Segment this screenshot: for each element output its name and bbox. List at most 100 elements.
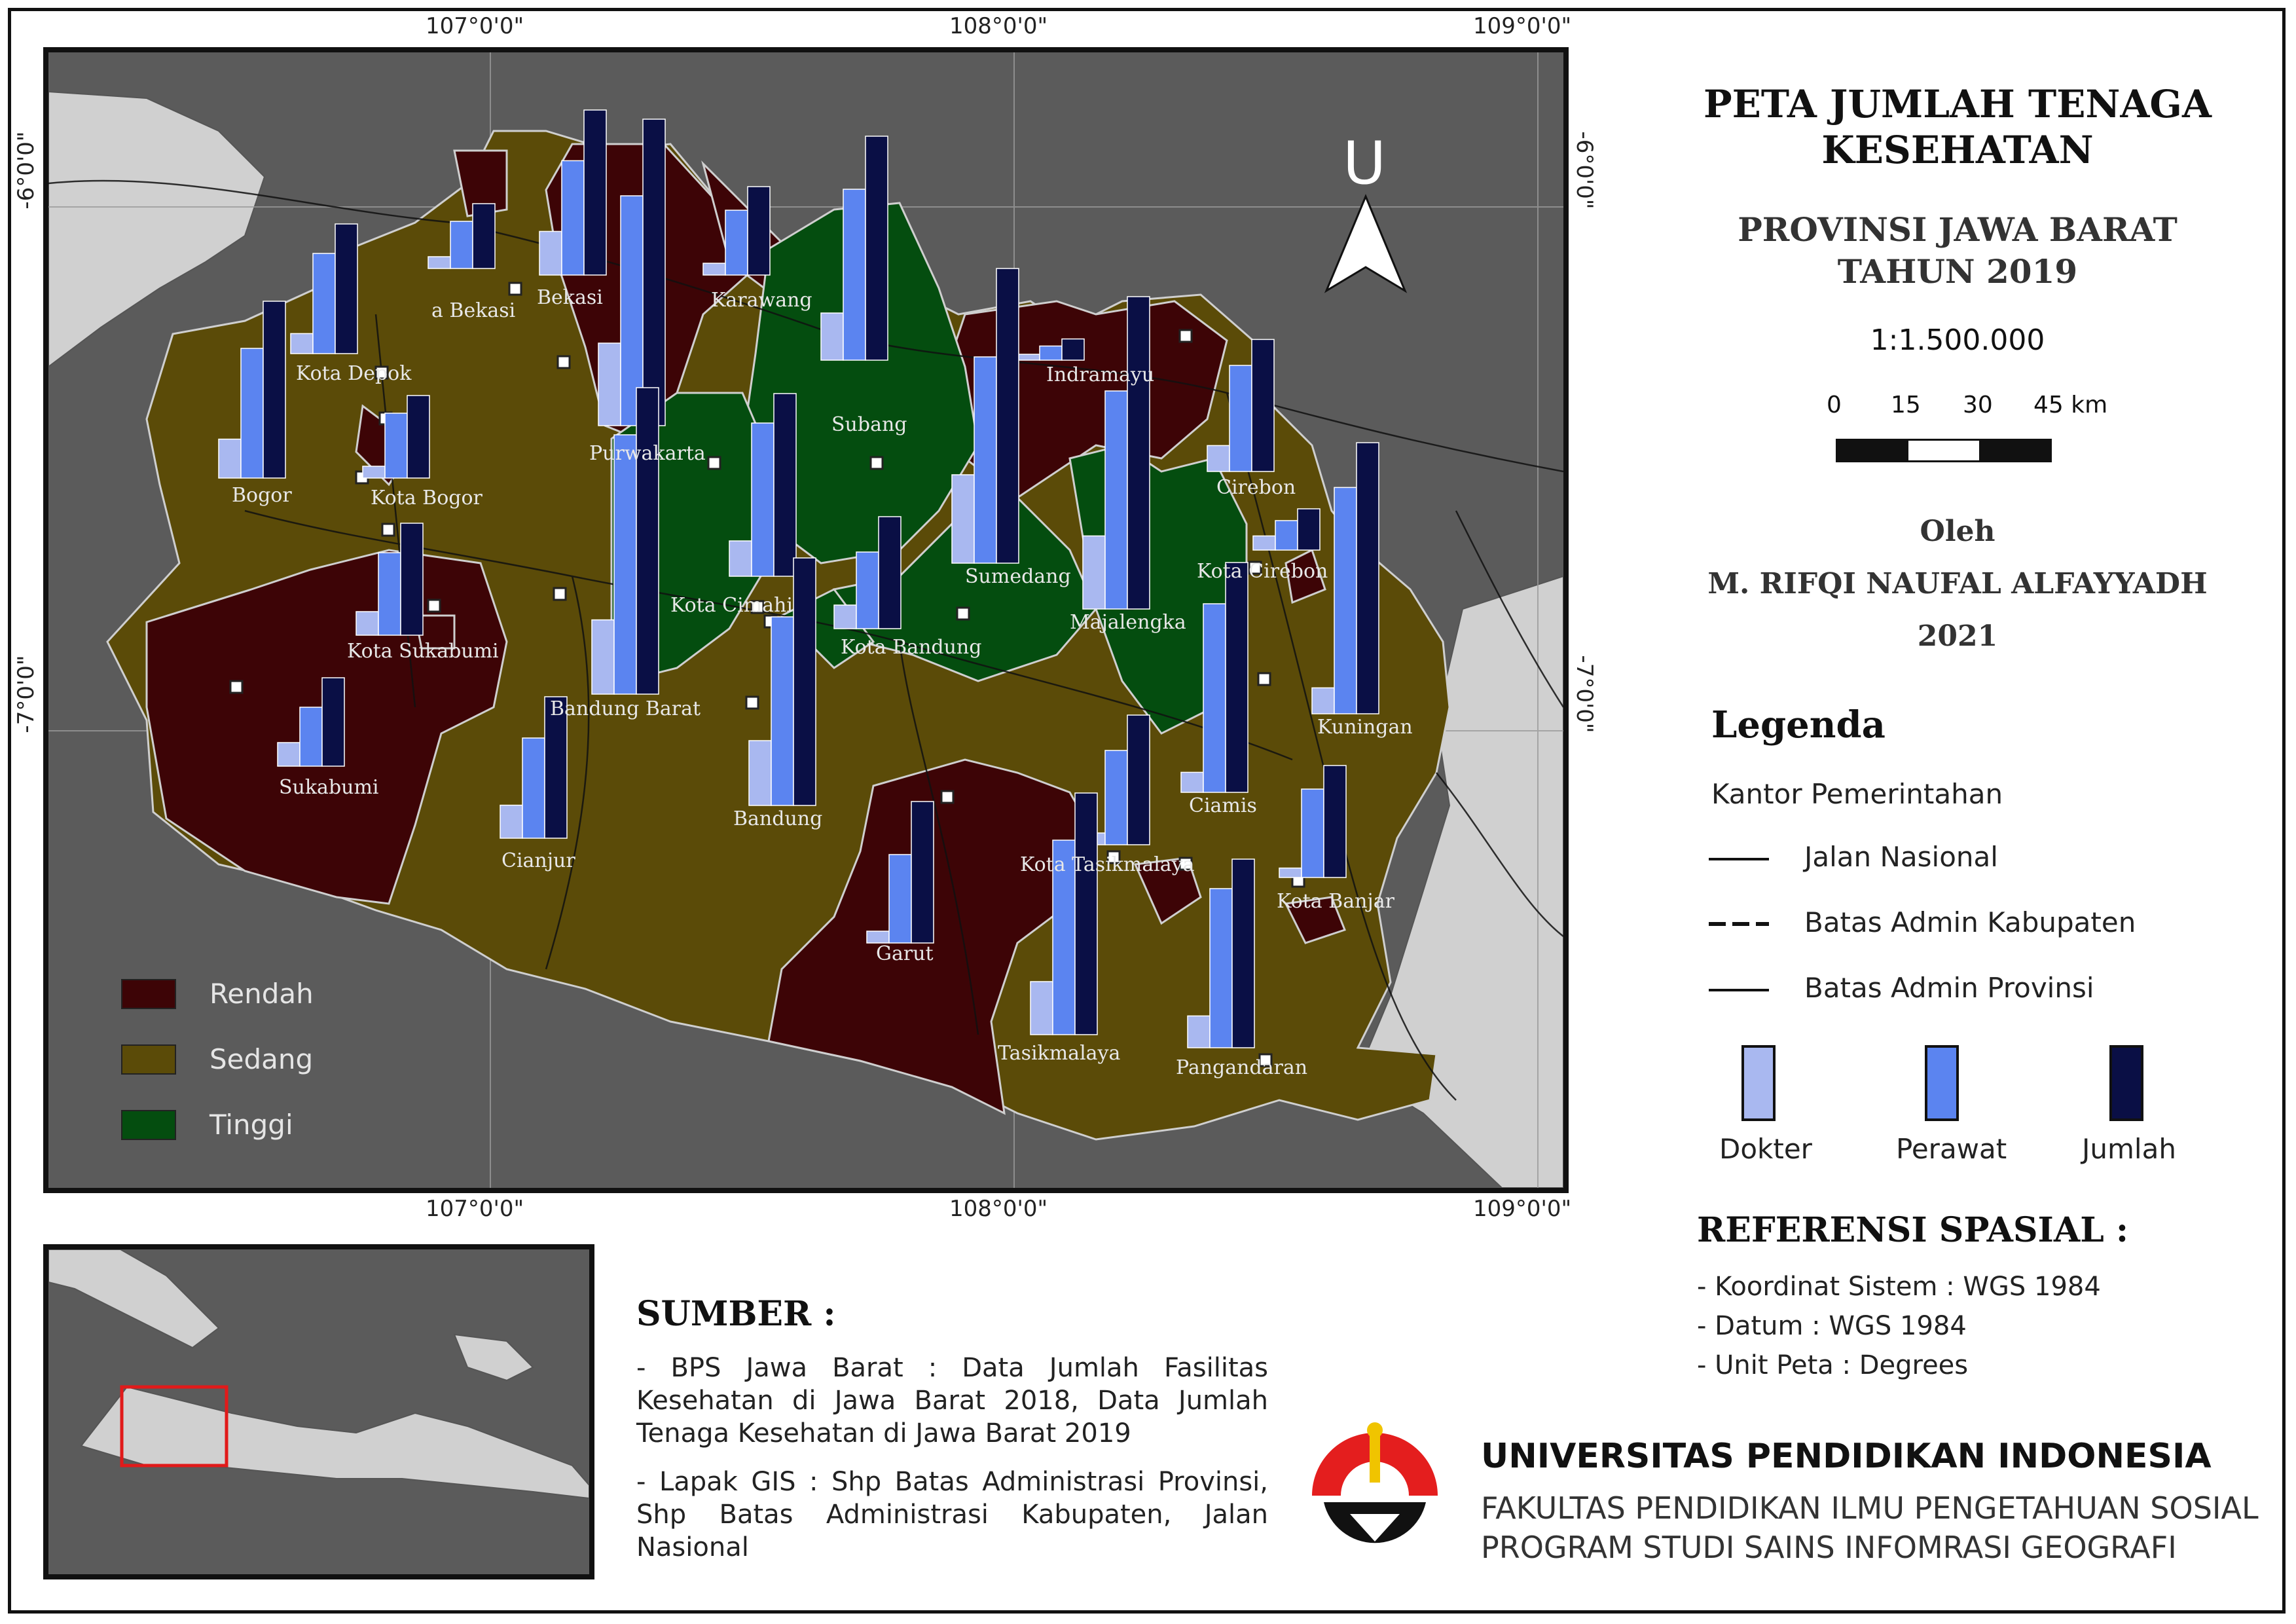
coord-left-6: -6°0'0" xyxy=(13,131,39,210)
inset-extent-box xyxy=(120,1385,228,1467)
bar-bandung-barat-perawat xyxy=(613,434,637,695)
bar-sumedang-perawat xyxy=(974,356,997,564)
inset-map xyxy=(43,1244,594,1579)
bar-kuningan-jumlah xyxy=(1356,442,1379,714)
label-majalengka: Majalengka xyxy=(1070,611,1186,634)
coord-top-109: 109°0'0" xyxy=(1473,13,1572,39)
coord-left-7: -7°0'0" xyxy=(13,655,39,733)
inset-island xyxy=(453,1333,534,1382)
scale-text: 1:1.500.000 xyxy=(1870,323,2045,357)
reference-item-1: - Koordinat Sistem : WGS 1984 xyxy=(1697,1272,2101,1302)
legend-province-line xyxy=(1709,989,1769,991)
map-subtitle-line2: TAHUN 2019 xyxy=(1837,252,2078,291)
bar-pangandaran-perawat xyxy=(1209,888,1233,1048)
legend-bar-dokter xyxy=(1741,1045,1776,1121)
coord-bottom-109: 109°0'0" xyxy=(1473,1196,1572,1222)
bar-bogor-jumlah xyxy=(263,301,286,479)
bar-cianjur-dokter xyxy=(500,804,523,839)
bar-kota-sukabumi-dokter xyxy=(355,611,379,636)
bar-kota-bekasi-dokter xyxy=(428,256,451,269)
bar-cirebon-perawat xyxy=(1229,365,1252,472)
bar-cirebon-dokter xyxy=(1207,445,1230,472)
bar-cianjur-jumlah xyxy=(544,696,568,839)
coord-right-6: -6°0'0" xyxy=(1571,131,1597,210)
legend-road-label: Jalan Nasional xyxy=(1804,841,1998,873)
bar-kota-cimahi-perawat xyxy=(751,422,774,577)
label-cirebon: Cirebon xyxy=(1216,476,1296,499)
upi-logo-icon xyxy=(1312,1422,1438,1543)
label-tasikmalaya: Tasikmalaya xyxy=(998,1042,1120,1065)
bar-kuningan-dokter xyxy=(1311,687,1335,714)
swatch-sedang xyxy=(121,1044,176,1075)
bar-indramayu-jumlah xyxy=(1061,338,1085,361)
label-sukabumi: Sukabumi xyxy=(279,776,379,799)
label-kota-bekasi: a Bekasi xyxy=(431,299,515,322)
bar-majalengka-dokter xyxy=(1082,535,1106,610)
bar-kota-bogor-jumlah xyxy=(407,395,430,479)
reference-item-3: - Unit Peta : Degrees xyxy=(1697,1350,1969,1380)
north-label: U xyxy=(1343,129,1386,198)
legend-bar-jumlah xyxy=(2109,1045,2143,1121)
label-kota-tasikmalaya: Kota Tasikmalaya xyxy=(1020,853,1195,876)
bar-cirebon-jumlah xyxy=(1251,339,1275,472)
author-year: 2021 xyxy=(1917,619,1998,653)
institution-program: PROGRAM STUDI SAINS INFOMRASI GEOGRAFI xyxy=(1481,1530,2177,1565)
bar-kota-bekasi-jumlah xyxy=(472,203,496,269)
region-labels: a Bekasi Bekasi Karawang Subang Kota Dep… xyxy=(232,286,1413,1079)
legend-road-line xyxy=(1709,858,1769,860)
bar-kota-tasikmalaya-perawat xyxy=(1104,750,1128,845)
bar-bandung-perawat xyxy=(771,616,794,806)
scale-label-30: 30 xyxy=(1963,392,1993,418)
bar-kota-depok-perawat xyxy=(312,253,336,354)
bar-bekasi-jumlah xyxy=(583,109,607,276)
scale-bar xyxy=(1836,439,2052,462)
bar-majalengka-jumlah xyxy=(1127,296,1150,610)
legend-dokter-label: Dokter xyxy=(1719,1133,1812,1165)
label-sedang: Sedang xyxy=(210,1043,313,1075)
legend-heading: Legenda xyxy=(1711,703,1886,747)
bar-purwakarta-dokter xyxy=(598,342,621,426)
bar-kota-banjar-perawat xyxy=(1301,788,1324,878)
bar-cianjur-perawat xyxy=(522,737,545,839)
label-pangandaran: Pangandaran xyxy=(1176,1056,1307,1079)
bar-kota-depok-jumlah xyxy=(335,223,358,354)
label-purwakarta: Purwakarta xyxy=(589,442,706,465)
map-subtitle-line1: PROVINSI JAWA BARAT xyxy=(1738,210,2178,249)
label-bogor: Bogor xyxy=(232,484,292,507)
bar-sukabumi-jumlah xyxy=(321,677,345,767)
label-sumedang: Sumedang xyxy=(965,565,1071,588)
bar-tasikmalaya-jumlah xyxy=(1074,792,1098,1035)
legend-province-label: Batas Admin Provinsi xyxy=(1804,972,2094,1004)
source-item-1: - BPS Jawa Barat : Data Jumlah Fasilitas… xyxy=(636,1353,1268,1449)
bar-kota-sukabumi-perawat xyxy=(378,552,401,636)
bar-kota-bandung-jumlah xyxy=(878,516,902,629)
coord-right-7: -7°0'0" xyxy=(1571,655,1597,733)
bar-bandung-barat-jumlah xyxy=(636,387,659,695)
bar-sumedang-dokter xyxy=(951,474,975,564)
bar-kota-bandung-perawat xyxy=(856,551,879,629)
coord-top-108: 108°0'0" xyxy=(949,13,1048,39)
bar-charts xyxy=(218,109,1379,1048)
label-rendah: Rendah xyxy=(210,978,314,1010)
map-title-line2: KESEHATAN xyxy=(1821,128,2094,172)
bar-kota-cimahi-dokter xyxy=(729,540,752,577)
institution-faculty: FAKULTAS PENDIDIKAN ILMU PENGETAHUAN SOS… xyxy=(1481,1490,2259,1526)
university-logo xyxy=(1304,1417,1446,1559)
bar-indramayu-dokter xyxy=(1017,354,1040,361)
author-name: M. RIFQI NAUFAL ALFAYYADH xyxy=(1707,567,2208,600)
coord-bottom-107: 107°0'0" xyxy=(426,1196,524,1222)
bar-garut-perawat xyxy=(888,854,912,944)
swatch-tinggi xyxy=(121,1110,176,1140)
scale-label-45: 45 km xyxy=(2033,392,2108,418)
label-indramayu: Indramayu xyxy=(1046,363,1154,386)
reference-item-2: - Datum : WGS 1984 xyxy=(1697,1311,1967,1341)
scale-label-15: 15 xyxy=(1891,392,1921,418)
inset-java xyxy=(80,1386,589,1500)
label-tinggi: Tinggi xyxy=(209,1109,293,1141)
label-kota-banjar: Kota Banjar xyxy=(1277,890,1395,913)
bar-kota-cirebon-dokter xyxy=(1252,535,1276,551)
bar-bekasi-perawat xyxy=(561,160,585,276)
north-arrow-icon: U xyxy=(1324,129,1408,293)
institution-name: UNIVERSITAS PENDIDIKAN INDONESIA xyxy=(1481,1437,2212,1476)
main-map: a Bekasi Bekasi Karawang Subang Kota Dep… xyxy=(43,47,1569,1193)
